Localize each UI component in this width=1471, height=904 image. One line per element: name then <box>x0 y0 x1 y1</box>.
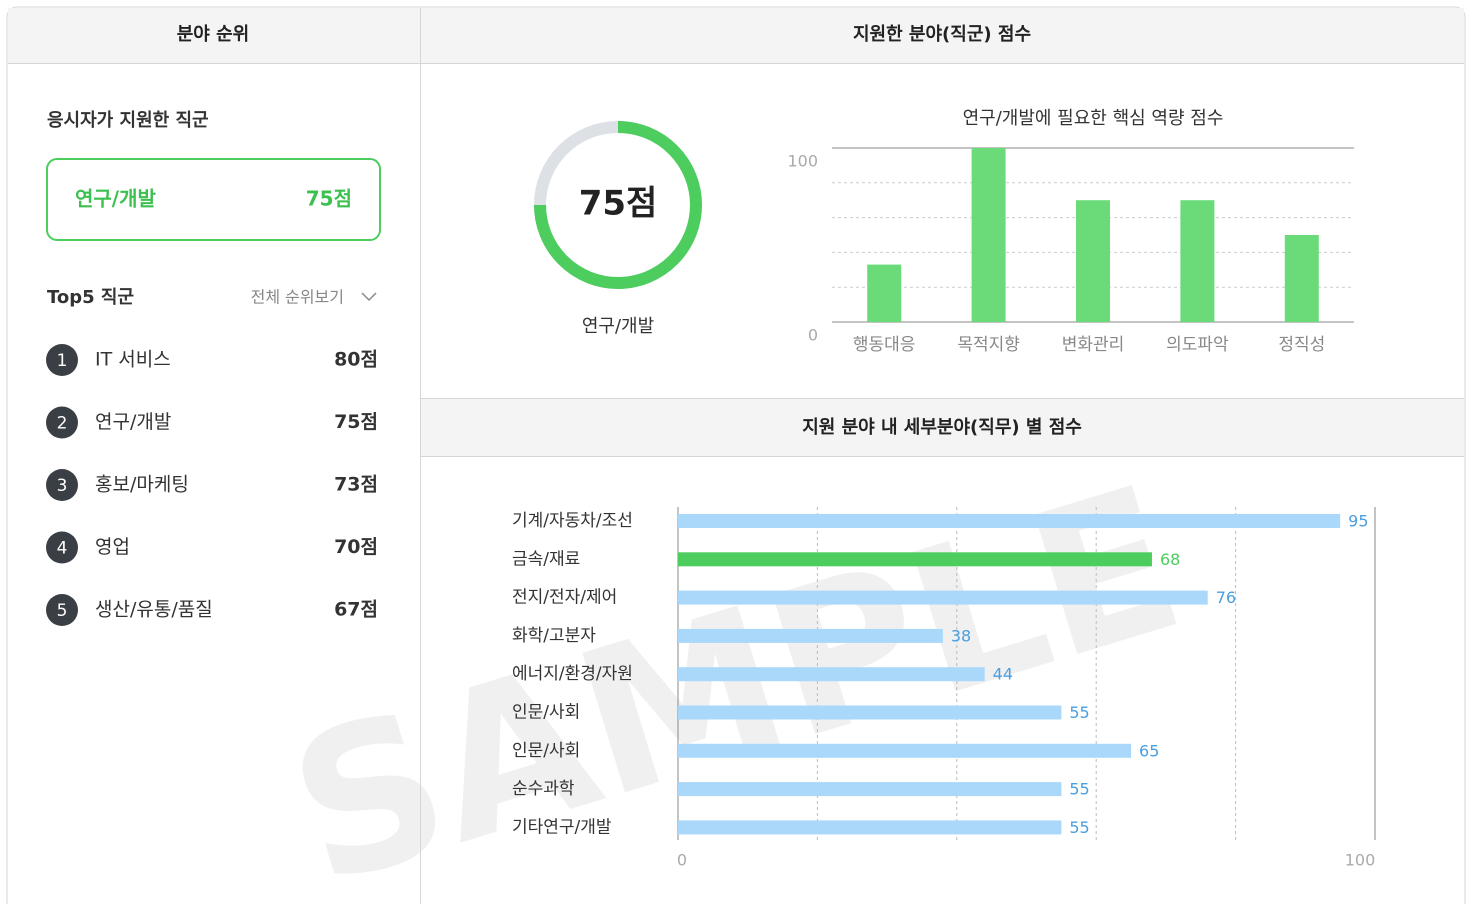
bar <box>678 590 1208 605</box>
value-label: 38 <box>951 626 971 645</box>
x-tick-label: 의도파악 <box>1166 335 1229 355</box>
bar <box>971 148 1006 322</box>
x-tick-label: 목적지향 <box>957 335 1020 355</box>
rank-score: 73점 <box>334 474 378 496</box>
value-label: 68 <box>1160 550 1180 569</box>
value-label: 55 <box>1069 818 1089 837</box>
x-tick-label: 0 <box>677 851 687 870</box>
value-label: 44 <box>993 665 1013 684</box>
header-bg <box>8 8 1464 63</box>
bar <box>678 743 1132 758</box>
category-label: 순수과학 <box>512 779 575 799</box>
rank-number: 5 <box>57 601 68 621</box>
x-tick-label: 정직성 <box>1278 335 1325 355</box>
bar <box>678 667 985 682</box>
bar <box>1076 200 1110 322</box>
rank-score: 70점 <box>334 536 378 558</box>
bar <box>678 552 1152 567</box>
rank-badge <box>46 469 78 501</box>
x-tick-label: 변화관리 <box>1062 335 1125 355</box>
rank-score: 67점 <box>334 599 378 621</box>
donut-label: 연구/개발 <box>582 316 654 337</box>
rank-number: 2 <box>57 414 68 434</box>
value-label: 65 <box>1139 741 1159 760</box>
rank-name: 생산/유통/품질 <box>95 599 213 621</box>
value-label: 95 <box>1348 512 1368 531</box>
bar <box>678 514 1341 528</box>
bar <box>678 820 1062 835</box>
value-label: 55 <box>1069 780 1089 799</box>
bar <box>678 782 1062 797</box>
rank-name: 영업 <box>95 536 130 558</box>
category-label: 금속/재료 <box>512 549 580 569</box>
category-label: 기타연구/개발 <box>512 817 612 837</box>
bar <box>1284 235 1319 322</box>
panel-title: 분야 순위 <box>177 24 250 45</box>
applied-box <box>46 158 381 241</box>
value-label: 76 <box>1216 588 1236 607</box>
bar <box>678 705 1062 720</box>
rank-name: 홍보/마케팅 <box>95 474 189 496</box>
category-label: 화학/고분자 <box>512 626 596 646</box>
rank-name: 연구/개발 <box>95 411 171 433</box>
category-label: 에너지/환경/자원 <box>512 664 633 684</box>
applied-score: 75점 <box>306 187 352 211</box>
rank-number: 3 <box>57 476 68 496</box>
rank-badge <box>46 406 78 439</box>
rank-badge <box>46 531 78 564</box>
rank-badge <box>46 344 78 376</box>
category-label: 인문/사회 <box>512 703 580 723</box>
donut-arc <box>534 121 702 289</box>
applied-name: 연구/개발 <box>75 187 157 211</box>
category-label: 인문/사회 <box>512 741 580 761</box>
y-tick-label: 0 <box>808 326 818 345</box>
rank-score: 75점 <box>334 411 378 433</box>
value-label: 55 <box>1069 703 1089 722</box>
panel-title: 지원한 분야(직군) 점수 <box>853 24 1031 45</box>
frame <box>6 6 1466 904</box>
category-label: 전지/전자/제어 <box>512 588 617 608</box>
category-label: 기계/자동차/조선 <box>512 511 633 531</box>
chart-title: 연구/개발에 필요한 핵심 역량 점수 <box>963 108 1224 129</box>
bar <box>1180 200 1215 322</box>
x-tick-label: 100 <box>1345 851 1376 870</box>
rank-badge <box>46 594 78 626</box>
rank-number: 1 <box>57 351 68 371</box>
chevron[interactable] <box>361 292 377 302</box>
panel-title: 지원 분야 내 세부분야(직무) 별 점수 <box>802 417 1082 438</box>
view-all[interactable]: 전체 순위보기 <box>251 288 344 307</box>
donut-value: 75점 <box>579 184 658 224</box>
rank-name: IT 서비스 <box>95 349 171 371</box>
section-title: 응시자가 지원한 직군 <box>47 110 209 131</box>
bar <box>867 264 902 322</box>
rank-number: 4 <box>57 539 68 559</box>
section-title: Top5 직군 <box>47 287 134 308</box>
bar <box>678 628 943 643</box>
x-tick-label: 행동대응 <box>853 335 916 355</box>
header-bg <box>421 399 1464 456</box>
y-tick-label: 100 <box>787 152 818 171</box>
rank-score: 80점 <box>334 349 378 371</box>
